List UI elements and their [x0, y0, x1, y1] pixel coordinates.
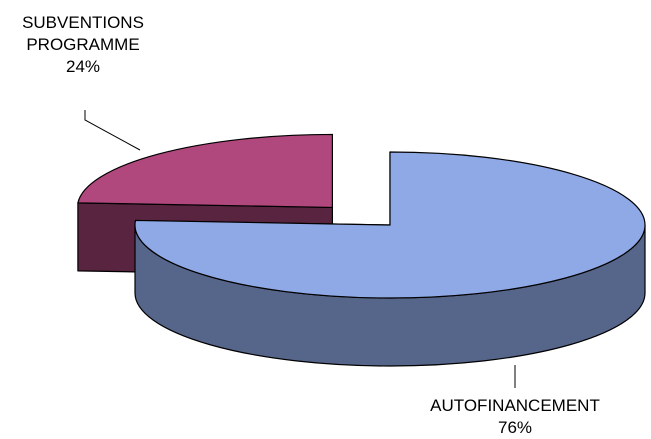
slice-face	[134, 151, 646, 299]
slice-face	[77, 133, 333, 209]
value-label: 24%	[65, 57, 101, 76]
slice	[134, 151, 646, 367]
slice-label: AUTOFINANCEMENT 76%	[390, 395, 640, 439]
category-label: SUBVENTIONS PROGRAMME	[22, 13, 144, 54]
leader-line	[84, 110, 141, 151]
pie	[77, 133, 646, 367]
value-label: 76%	[497, 418, 533, 437]
slice-label: SUBVENTIONS PROGRAMME 24%	[8, 12, 158, 78]
category-label: AUTOFINANCEMENT	[430, 396, 600, 415]
